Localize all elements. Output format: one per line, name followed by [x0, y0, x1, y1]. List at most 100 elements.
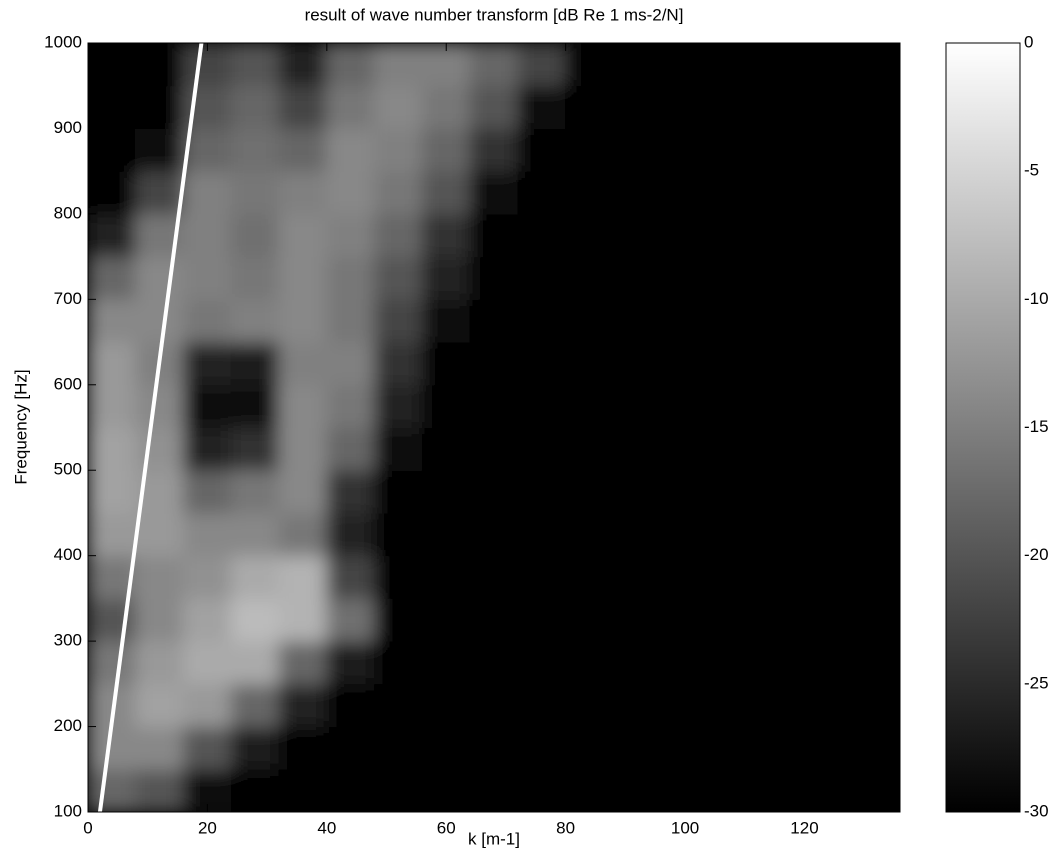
heatmap-cell — [88, 85, 137, 129]
heatmap-cell — [851, 170, 900, 215]
heatmap-cell — [374, 43, 423, 87]
heatmap-cell — [612, 640, 662, 685]
heatmap-cell — [517, 597, 567, 642]
heatmap-cell — [183, 640, 232, 685]
heatmap-cell — [517, 555, 567, 599]
heatmap-cell — [326, 256, 376, 300]
heatmap-cell — [565, 298, 614, 343]
heatmap-cell — [803, 683, 853, 728]
heatmap-cell — [374, 127, 423, 172]
heatmap-cell — [612, 85, 662, 129]
heatmap-cell — [278, 597, 328, 642]
heatmap-cell — [183, 597, 232, 642]
heatmap-cell — [469, 384, 519, 428]
heatmap-cell — [756, 726, 805, 770]
heatmap-cell — [851, 555, 900, 599]
heatmap-cell — [469, 640, 519, 685]
heatmap-cell — [278, 256, 328, 300]
heatmap-cell — [708, 85, 758, 129]
heatmap-cell — [278, 683, 328, 728]
heatmap-cell — [326, 427, 376, 471]
heatmap-cell — [803, 256, 853, 300]
heatmap-cell — [708, 768, 758, 812]
heatmap-cell — [565, 213, 614, 258]
heatmap-cell — [374, 170, 423, 215]
heatmap-cell — [278, 469, 328, 514]
heatmap-cell — [612, 726, 662, 770]
heatmap-cell — [326, 512, 376, 557]
heatmap-cell — [708, 597, 758, 642]
heatmap-cell — [469, 170, 519, 215]
heatmap-cell — [230, 341, 280, 386]
heatmap-cell — [708, 469, 758, 514]
heatmap-cell — [374, 469, 423, 514]
heatmap-cell — [708, 384, 758, 428]
heatmap-cell — [135, 726, 185, 770]
heatmap-cell — [230, 213, 280, 258]
heatmap-cell — [183, 384, 232, 428]
heatmap-cell — [708, 512, 758, 557]
heatmap-cell — [565, 683, 614, 728]
heatmap-cell — [326, 127, 376, 172]
heatmap-cell — [326, 43, 376, 87]
colorbar-tick-label: -20 — [1024, 545, 1049, 564]
heatmap-cell — [803, 127, 853, 172]
heatmap-cell — [374, 213, 423, 258]
heatmap-cell — [135, 512, 185, 557]
heatmap-cell — [851, 768, 900, 812]
heatmap-cell — [517, 341, 567, 386]
heatmap-cell — [565, 127, 614, 172]
heatmap-cell — [278, 85, 328, 129]
heatmap-cell — [135, 256, 185, 300]
heatmap-cell — [230, 469, 280, 514]
heatmap-cell — [326, 597, 376, 642]
y-tick-label: 700 — [54, 289, 82, 308]
heatmap-cell — [135, 597, 185, 642]
heatmap-cell — [660, 213, 710, 258]
heatmap-cell — [660, 597, 710, 642]
heatmap-cell — [88, 43, 137, 87]
heatmap-cell — [565, 726, 614, 770]
heatmap-cell — [517, 640, 567, 685]
heatmap-cell — [517, 512, 567, 557]
heatmap-cell — [135, 640, 185, 685]
heatmap-cell — [517, 427, 567, 471]
heatmap-cell — [565, 170, 614, 215]
heatmap-cell — [756, 597, 805, 642]
colorbar-tick-label: -15 — [1024, 417, 1049, 436]
heatmap-cell — [517, 43, 567, 87]
heatmap-cell — [517, 213, 567, 258]
heatmap-cell — [469, 298, 519, 343]
heatmap-cell — [421, 170, 471, 215]
heatmap-cell — [326, 469, 376, 514]
heatmap-cell — [135, 43, 185, 87]
heatmap-cell — [374, 512, 423, 557]
heatmap-cell — [88, 127, 137, 172]
heatmap-cell — [851, 427, 900, 471]
heatmap-cell — [326, 768, 376, 812]
heatmap-cell — [803, 640, 853, 685]
heatmap-cell — [565, 427, 614, 471]
heatmap-cell — [708, 170, 758, 215]
heatmap-cell — [851, 683, 900, 728]
colorbar — [945, 42, 1021, 813]
y-tick-label: 300 — [54, 631, 82, 650]
heatmap-cell — [565, 597, 614, 642]
heatmap-cell — [517, 127, 567, 172]
heatmap-cell — [421, 640, 471, 685]
chart-title: result of wave number transform [dB Re 1… — [305, 5, 684, 24]
heatmap-cell — [851, 213, 900, 258]
heatmap-cell — [421, 726, 471, 770]
heatmap-cell — [374, 726, 423, 770]
colorbar-tick-label: -5 — [1024, 161, 1039, 180]
x-tick-label: 0 — [83, 818, 92, 837]
heatmap-cell — [230, 683, 280, 728]
heatmap-cell — [851, 341, 900, 386]
heatmap-cell — [851, 298, 900, 343]
heatmap-cell — [421, 341, 471, 386]
heatmap-cell — [230, 640, 280, 685]
heatmap-cell — [326, 555, 376, 599]
heatmap-cell — [756, 768, 805, 812]
heatmap-cell — [278, 43, 328, 87]
heatmap-cell — [565, 85, 614, 129]
